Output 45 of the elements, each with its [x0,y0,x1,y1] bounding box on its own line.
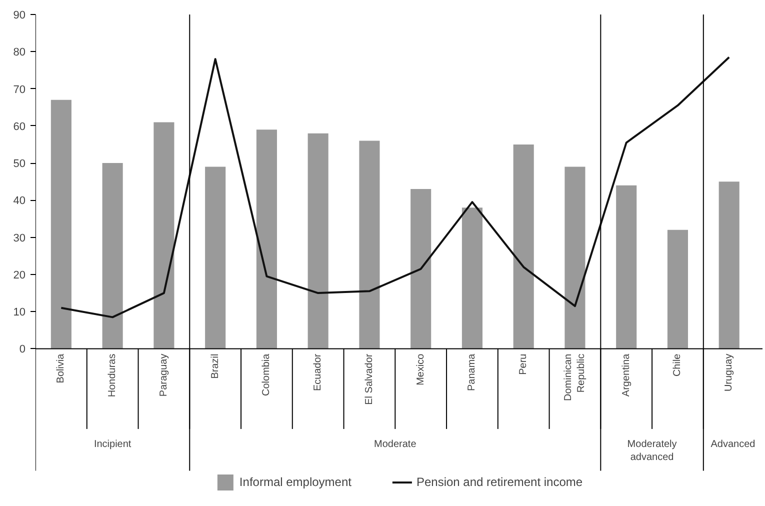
x-tick-label: Honduras [107,354,118,398]
text: Moderately advanced [627,438,677,464]
y-tick-label: 80 [13,46,26,59]
bar [359,140,380,349]
text: Incipient [94,438,132,450]
y-tick-label: 0 [19,344,26,356]
bar [462,208,482,349]
bar [205,166,226,349]
bar [50,100,72,349]
bar [308,133,328,349]
y-tick-label: 90 [13,10,26,22]
bar [718,182,740,349]
bar [256,130,277,349]
x-tick-label: Brazil [210,354,221,379]
bar [154,122,174,349]
x-tick-label: El Salvador [364,353,375,405]
text: Moderate [374,438,417,450]
legend-label: Informal employment [239,475,352,489]
legend-label: Pension and retirement income [416,475,583,489]
y-tick-label: 20 [13,269,26,282]
text: Advanced [710,438,756,450]
x-tick-label: Paraguay [158,354,170,397]
bar [564,166,586,349]
x-tick-label: Bolivia [56,353,67,384]
y-tick-label: 50 [13,158,26,170]
y-tick-label: 60 [13,120,26,133]
x-tick-label: Ecuador [312,353,324,392]
x-tick-label: Argentina [620,353,632,397]
y-tick-label: 10 [13,306,26,319]
y-tick-label: 40 [13,195,26,208]
bar [667,230,688,349]
x-tick-label: Dominican Republic [562,354,588,401]
bar [102,163,123,349]
x-tick-label: Chile [672,353,684,377]
bar [616,185,637,349]
line-series [60,56,730,318]
bar [513,144,534,349]
x-tick-label: Colombia [261,353,272,396]
y-tick-label: 30 [13,232,26,244]
x-tick-label: Panama [466,353,478,392]
x-tick-label: Mexico [415,353,426,386]
x-tick-label: Peru [518,354,530,375]
bar [410,189,432,349]
y-tick-label: 70 [13,84,26,96]
x-tick-label: Uruguay [724,354,735,392]
